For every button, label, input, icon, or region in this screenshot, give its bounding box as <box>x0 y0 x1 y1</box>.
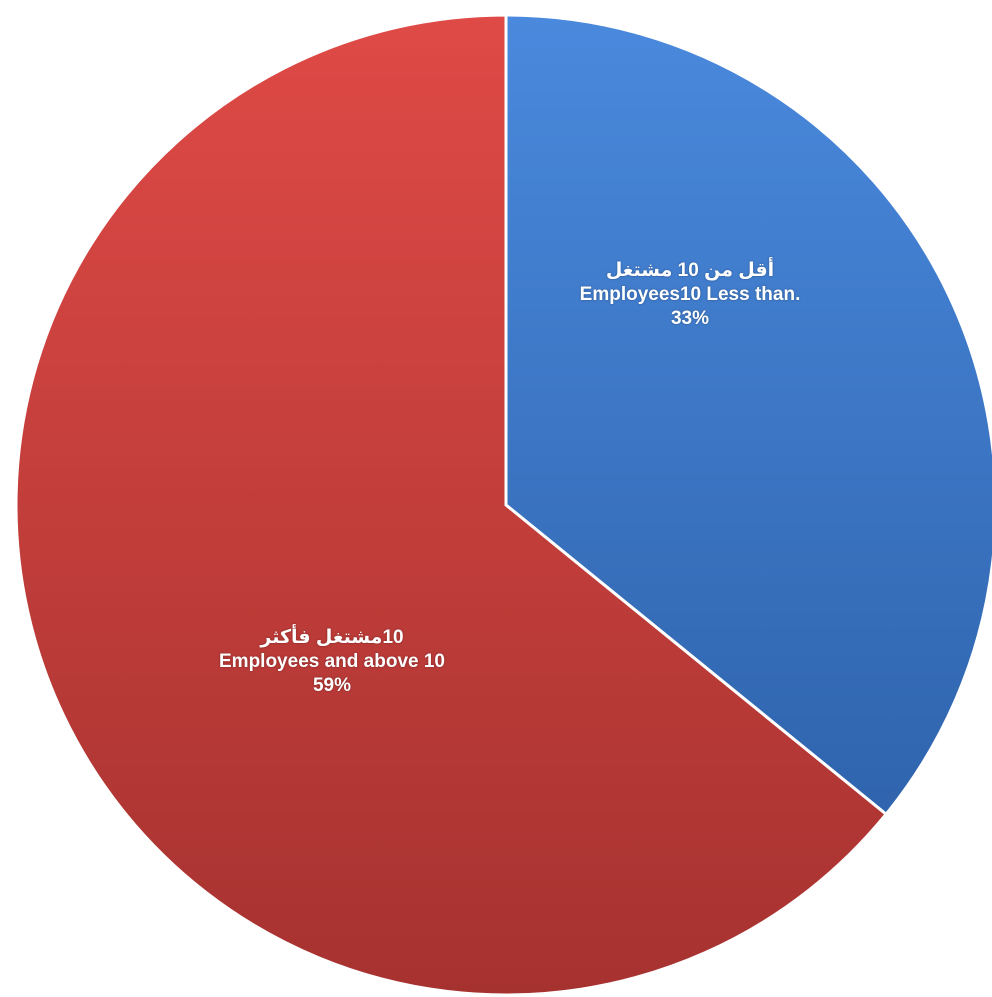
slice-value-label: 33% <box>670 308 710 329</box>
slice-label-arabic: 10مشتغل فأكثر <box>260 627 404 648</box>
slice-label-english: Employees and above 10 <box>219 651 445 672</box>
pie-slice-0 <box>504 13 992 817</box>
pie-slice-1 <box>14 13 889 997</box>
slice-label-english: .Employees10 Less than <box>579 284 801 305</box>
slice-label-less-than-10: أقل من 10 مشتغل .Employees10 Less than 3… <box>580 259 801 331</box>
slice-value-label: 59% <box>312 675 352 696</box>
slice-label-arabic: أقل من 10 مشتغل <box>605 260 775 281</box>
slice-label-10-and-above: 10مشتغل فأكثر Employees and above 10 59% <box>219 626 445 698</box>
